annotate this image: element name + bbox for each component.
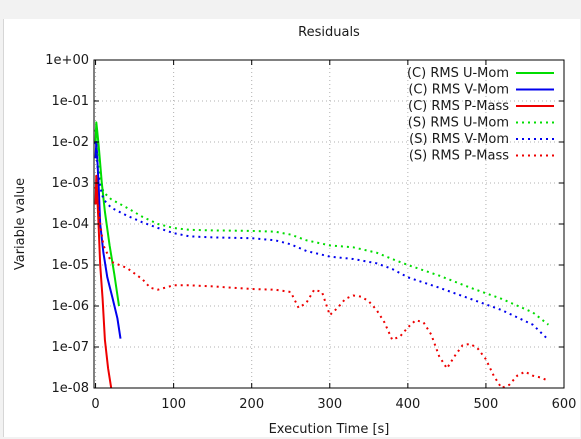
y-tick-label: 1e+00	[45, 53, 89, 68]
y-tick-label: 1e-04	[51, 217, 89, 232]
legend-label-c-rms-v-mom: (C) RMS V-Mom	[408, 83, 509, 98]
x-axis-title: Execution Time [s]	[269, 422, 390, 437]
residuals-chart: 0 100 200 300 400 500 600 1e+00 1e-01 1e-02 1e-03 1…	[13, 25, 576, 437]
chart-title: Residuals	[298, 25, 360, 40]
y-tick-label: 1e-08	[51, 381, 89, 396]
legend-label-c-rms-u-mom: (C) RMS U-Mom	[407, 66, 509, 81]
x-tick-label: 200	[239, 397, 264, 412]
series-layer	[94, 121, 550, 388]
series-line-s-rms-u-mom	[94, 129, 550, 326]
series-line-c-rms-p-mass	[94, 174, 113, 388]
x-tick-label: 100	[161, 397, 186, 412]
y-tick-label: 1e-06	[51, 299, 89, 314]
legend-label-s-rms-v-mom: (S) RMS V-Mom	[409, 132, 509, 147]
series-line-s-rms-p-mass	[94, 186, 549, 388]
legend: (C) RMS U-Mom (C) RMS V-Mom(C) RMS P-Mass…	[407, 66, 554, 164]
y-tick-label: 1e-02	[51, 135, 89, 150]
legend-label-s-rms-u-mom: (S) RMS U-Mom	[408, 116, 509, 131]
series-line-c-rms-u-mom	[94, 121, 120, 307]
axis-ticks	[94, 59, 565, 389]
chart-panel: 0 100 200 300 400 500 600 1e+00 1e-01 1e-02 1e-03 1…	[3, 19, 580, 437]
x-tick-label: 400	[395, 397, 420, 412]
y-tick-label: 1e-03	[51, 176, 89, 191]
legend-label-c-rms-p-mass: (C) RMS P-Mass	[408, 99, 509, 114]
y-tick-label: 1e-07	[51, 340, 89, 355]
axis-labels: 0 100 200 300 400 500 600 1e+00 1e-01 1e-02 1e-03 1…	[45, 53, 576, 412]
x-tick-label: 300	[317, 397, 342, 412]
y-axis-title: Variable value	[13, 178, 28, 270]
x-tick-label: 600	[552, 397, 577, 412]
y-tick-label: 1e-01	[51, 94, 89, 109]
x-tick-label: 500	[474, 397, 499, 412]
legend-label-s-rms-p-mass: (S) RMS P-Mass	[409, 149, 509, 164]
x-tick-label: 0	[91, 397, 99, 412]
y-tick-label: 1e-05	[51, 258, 89, 273]
